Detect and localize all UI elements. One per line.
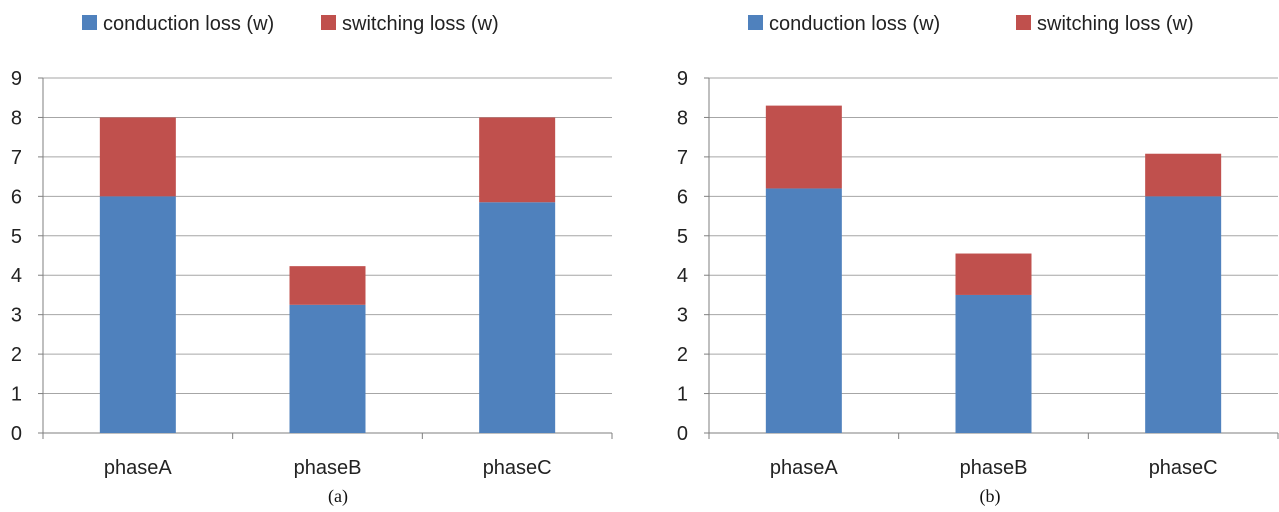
y-tick-label: 2 <box>11 344 22 366</box>
y-tick-label: 9 <box>677 68 688 90</box>
bar-switching-phaseC <box>479 117 556 203</box>
y-tick-label: 0 <box>11 423 22 445</box>
bar-conduction-phaseB <box>955 294 1032 433</box>
bar-switching-phaseB <box>955 253 1032 295</box>
y-tick-label: 5 <box>11 226 22 248</box>
y-tick-label: 8 <box>677 107 688 129</box>
legend-swatch-conduction <box>748 15 763 30</box>
legend: conduction loss (w) switching loss (w) <box>748 13 1194 35</box>
bar-switching-phaseA <box>765 105 842 189</box>
legend-label-conduction: conduction loss (w) <box>103 13 274 35</box>
y-tick-label: 0 <box>677 423 688 445</box>
bar-switching-phaseB <box>289 266 366 305</box>
bar-switching-phaseC <box>1145 153 1222 197</box>
legend-swatch-conduction <box>82 15 97 30</box>
legend-swatch-switching <box>321 15 336 30</box>
panel-caption: (a) <box>328 486 348 507</box>
chart-panel-b: 0 1 2 3 4 5 6 7 8 9 phaseA phaseB phaseC conduction l… <box>677 13 1279 507</box>
y-tick-label: 3 <box>11 305 22 327</box>
y-tick-label: 6 <box>11 186 22 208</box>
legend-label-switching: switching loss (w) <box>342 13 499 35</box>
legend-swatch-switching <box>1016 15 1031 30</box>
panel-caption: (b) <box>980 486 1001 507</box>
y-tick-label: 8 <box>11 107 22 129</box>
x-category-label: phaseB <box>294 457 362 479</box>
x-category-label: phaseC <box>483 457 552 479</box>
y-tick-label: 5 <box>677 226 688 248</box>
y-tick-label: 9 <box>11 68 22 90</box>
y-tick-label: 4 <box>677 265 688 287</box>
x-category-label: phaseA <box>104 457 172 479</box>
bar-conduction-phaseC <box>479 202 556 433</box>
bar-conduction-phaseB <box>289 304 366 433</box>
x-category-label: phaseA <box>770 457 838 479</box>
legend: conduction loss (w) switching loss (w) <box>82 13 499 35</box>
bar-conduction-phaseA <box>99 196 176 433</box>
y-tick-label: 1 <box>11 384 22 406</box>
legend-label-conduction: conduction loss (w) <box>769 13 940 35</box>
y-tick-label: 6 <box>677 186 688 208</box>
bar-conduction-phaseA <box>765 188 842 433</box>
bar-switching-phaseA <box>99 117 176 197</box>
legend-label-switching: switching loss (w) <box>1037 13 1194 35</box>
chart-panel-a: 0 1 2 3 4 5 6 7 8 9 phaseA phaseB phaseC conduction l… <box>11 13 613 507</box>
y-tick-label: 3 <box>677 305 688 327</box>
bar-conduction-phaseC <box>1145 196 1222 433</box>
y-tick-label: 4 <box>11 265 22 287</box>
y-tick-label: 2 <box>677 344 688 366</box>
y-tick-label: 1 <box>677 384 688 406</box>
x-category-label: phaseB <box>960 457 1028 479</box>
x-category-label: phaseC <box>1149 457 1218 479</box>
y-tick-label: 7 <box>677 147 688 169</box>
y-tick-label: 7 <box>11 147 22 169</box>
